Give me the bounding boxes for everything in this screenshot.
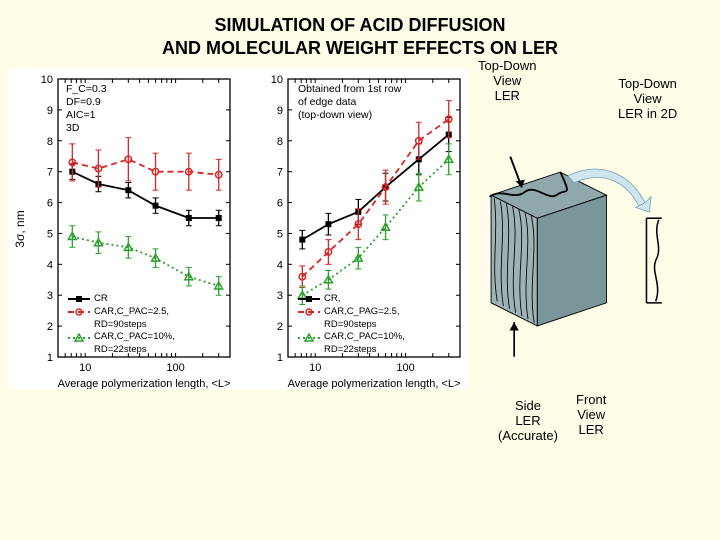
title-line2: AND MOLECULAR WEIGHT EFFECTS ON LER [40,37,680,60]
svg-text:4: 4 [47,259,53,271]
chart-left-legend: CRCAR,C_PAC=2.5,RD=90stepsCAR,C_PAC=10%,… [68,293,175,357]
svg-text:7: 7 [277,167,283,179]
svg-text:100: 100 [396,362,414,374]
svg-text:100: 100 [166,362,184,374]
title-line1: SIMULATION OF ACID DIFFUSION [40,14,680,37]
svg-text:Average polymerization length,: Average polymerization length, <L> [58,378,231,389]
svg-text:2: 2 [277,321,283,333]
svg-text:10: 10 [309,362,321,374]
svg-text:6: 6 [47,198,53,210]
svg-text:1: 1 [277,352,283,364]
svg-text:1: 1 [47,352,53,364]
svg-text:8: 8 [277,136,283,148]
svg-text:10: 10 [79,362,91,374]
svg-text:2: 2 [47,321,53,333]
chart-right-note: Obtained from 1st rowof edge data(top-do… [298,83,401,122]
charts-panel: 1 2 3 4 5 6 7 8 9 10 10 100 Average polymerization l… [8,69,468,389]
ann-side: SideLER(Accurate) [498,399,558,444]
ler-2d-shape [646,218,661,303]
svg-text:6: 6 [277,198,283,210]
chart-right-legend: CR,CAR,C_PAG=2.5,RD=90stepsCAR,C_PAC=10%… [298,293,405,357]
schematic-svg [468,99,668,399]
svg-text:5: 5 [47,228,53,240]
svg-text:8: 8 [47,136,53,148]
ann-topdown: Top-DownViewLER [478,59,537,104]
page-title: SIMULATION OF ACID DIFFUSION AND MOLECUL… [0,0,720,69]
ann-front: FrontViewLER [576,393,606,438]
svg-text:10: 10 [41,74,53,86]
chart-left: 1 2 3 4 5 6 7 8 9 10 10 100 Average polymerization l… [8,69,238,389]
schematic-panel: Top-DownViewLER Top-DownViewLER in 2D [468,69,720,469]
svg-text:3: 3 [277,290,283,302]
svg-text:Average polymerization length,: Average polymerization length, <L> [288,378,461,389]
chart-ylabel: 3σ, nm [13,210,27,247]
svg-text:5: 5 [277,228,283,240]
svg-text:9: 9 [277,105,283,117]
svg-text:9: 9 [47,105,53,117]
svg-text:10: 10 [271,74,283,86]
svg-text:4: 4 [277,259,283,271]
arrow-side-head [510,322,519,330]
chart-right: 1 2 3 4 5 6 7 8 9 10 10 100 Average polymerization l… [238,69,468,389]
svg-text:3: 3 [47,290,53,302]
svg-text:7: 7 [47,167,53,179]
chart-left-params: F_C=0.3DF=0.9AIC=13D [66,83,107,136]
block-right-face [537,195,606,326]
